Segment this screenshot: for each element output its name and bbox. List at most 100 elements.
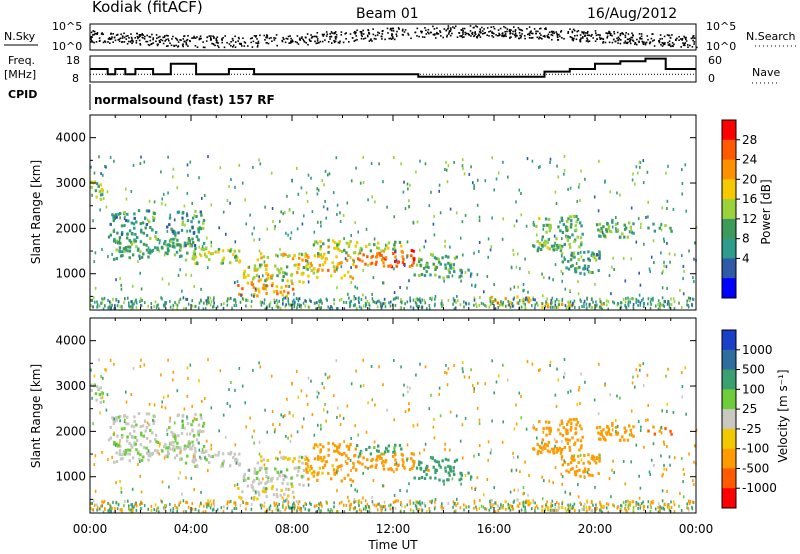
- scatter-cell: [206, 302, 208, 306]
- echo-cell: [164, 454, 167, 458]
- echo-cell: [447, 478, 450, 482]
- noise-dot: [448, 33, 450, 35]
- scatter-cell: [426, 468, 429, 472]
- scatter-cell: [520, 192, 522, 195]
- scatter-cell: [296, 227, 299, 231]
- noise-dot: [648, 42, 651, 45]
- noise-dot: [424, 27, 426, 29]
- scatter-cell: [212, 305, 214, 309]
- scatter-cell: [234, 388, 236, 392]
- echo-cell: [420, 461, 423, 465]
- noise-dot: [479, 36, 482, 38]
- noise-dot: [300, 37, 303, 39]
- noise-dot: [560, 31, 562, 33]
- echo-cell: [196, 262, 199, 266]
- scatter-cell: [399, 510, 402, 514]
- echo-cell: [647, 226, 650, 230]
- echo-cell: [433, 459, 437, 463]
- scatter-cell: [423, 502, 426, 506]
- echo-cell: [449, 467, 452, 471]
- scatter-cell: [314, 504, 316, 508]
- noise-dot: [167, 38, 169, 40]
- echo-cell: [115, 257, 119, 261]
- scatter-cell: [193, 285, 195, 288]
- velocity-cbar-swatch: [722, 409, 736, 430]
- scatter-cell: [198, 245, 201, 249]
- echo-cell: [619, 235, 622, 239]
- noise-dot: [148, 35, 151, 38]
- scatter-cell: [323, 183, 325, 187]
- scatter-cell: [364, 504, 367, 508]
- noise-dot: [514, 29, 517, 31]
- scatter-cell: [469, 274, 472, 278]
- noise-dot: [627, 33, 630, 35]
- echo-cell: [374, 465, 377, 469]
- velocity-cbar-tick-label: -25: [742, 422, 762, 436]
- scatter-cell: [234, 503, 237, 507]
- scatter-cell: [407, 390, 409, 394]
- noise-dot: [362, 38, 365, 40]
- scatter-cell: [664, 300, 666, 304]
- noise-dot: [166, 34, 168, 37]
- scatter-cell: [460, 482, 462, 486]
- scatter-cell: [544, 305, 546, 309]
- echo-cell: [298, 483, 301, 487]
- scatter-cell: [339, 414, 341, 418]
- scatter-cell: [279, 423, 281, 426]
- scatter-cell: [527, 290, 529, 294]
- scatter-cell: [642, 301, 645, 305]
- scatter-cell: [204, 456, 206, 460]
- scatter-cell: [507, 299, 510, 303]
- echo-cell: [555, 446, 559, 450]
- noise-dot: [608, 41, 611, 44]
- scatter-cell: [493, 283, 495, 287]
- echo-cell: [305, 264, 308, 268]
- echo-cell: [400, 244, 403, 248]
- echo-cell: [368, 445, 371, 449]
- scatter-cell: [91, 305, 94, 309]
- noise-dot: [92, 30, 95, 32]
- echo-cell: [132, 425, 136, 429]
- scatter-cell: [681, 182, 684, 185]
- echo-cell: [449, 469, 453, 473]
- noise-dot: [396, 35, 398, 37]
- scatter-cell: [513, 427, 516, 431]
- scatter-cell: [495, 177, 498, 181]
- echo-cell: [109, 425, 112, 429]
- noise-dot: [213, 37, 215, 39]
- scatter-cell: [285, 434, 287, 438]
- scatter-cell: [296, 303, 299, 307]
- noise-dot: [472, 26, 475, 29]
- velocity-cbar-tick-label: 1000: [742, 343, 773, 357]
- scatter-cell: [517, 252, 519, 256]
- echo-cell: [153, 449, 157, 453]
- echo-cell: [119, 415, 122, 418]
- scatter-cell: [201, 448, 204, 452]
- scatter-cell: [599, 251, 601, 255]
- echo-cell: [552, 244, 556, 248]
- echo-cell: [626, 438, 630, 442]
- noise-dot: [474, 33, 477, 36]
- echo-cell: [394, 240, 397, 244]
- echo-cell: [444, 469, 447, 473]
- scatter-cell: [631, 381, 634, 385]
- scatter-cell: [233, 304, 236, 307]
- noise-dot: [184, 40, 186, 43]
- scatter-cell: [213, 499, 215, 503]
- scatter-cell: [446, 180, 449, 184]
- scatter-cell: [147, 304, 149, 308]
- echo-cell: [148, 248, 151, 252]
- noise-dot: [531, 37, 534, 39]
- echo-cell: [347, 244, 351, 248]
- echo-cell: [177, 210, 180, 214]
- noise-dot: [574, 35, 576, 37]
- echo-cell: [435, 468, 438, 472]
- noise-dot: [516, 35, 518, 37]
- scatter-cell: [520, 305, 523, 309]
- noise-dot: [527, 33, 529, 36]
- noise-dot: [590, 35, 592, 37]
- echo-cell: [135, 448, 138, 452]
- echo-cell: [607, 227, 610, 231]
- scatter-cell: [119, 419, 121, 423]
- scatter-cell: [204, 253, 206, 257]
